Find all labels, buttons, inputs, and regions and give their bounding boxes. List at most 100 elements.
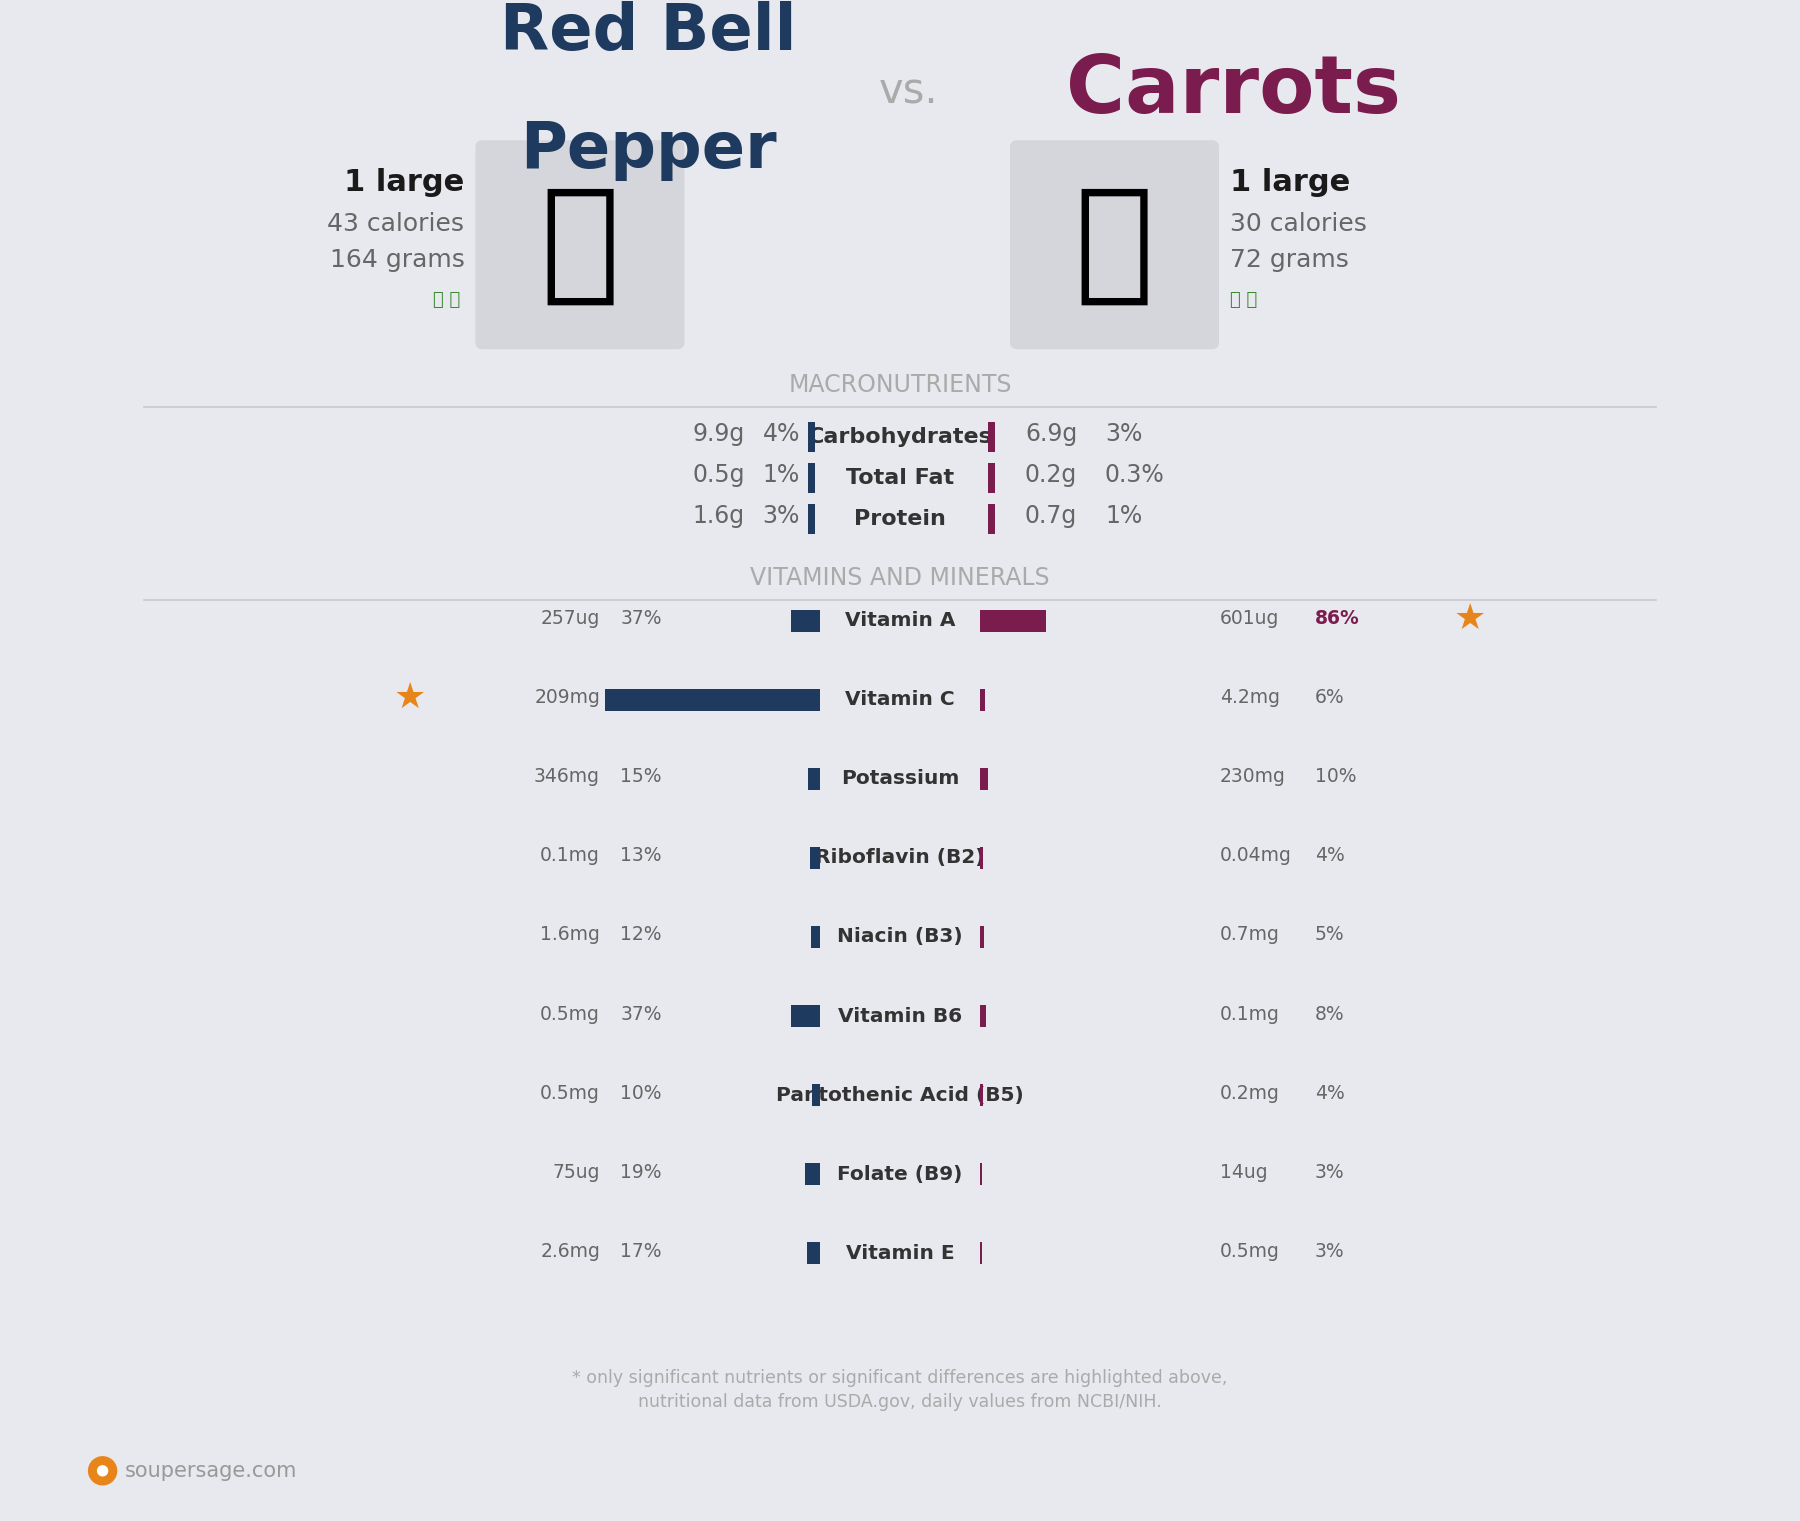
Text: 0.5g: 0.5g (693, 462, 745, 487)
Text: Protein: Protein (853, 508, 947, 529)
Bar (988, 462, 995, 493)
Text: 🥕: 🥕 (1075, 181, 1154, 309)
Text: Potassium: Potassium (841, 770, 959, 788)
Circle shape (97, 1466, 108, 1475)
Bar (979, 926, 985, 948)
Text: 🌱 🌱: 🌱 🌱 (1229, 292, 1256, 309)
Text: 1 large: 1 large (344, 167, 464, 196)
Text: Pepper: Pepper (520, 119, 776, 181)
Text: Vitamin E: Vitamin E (846, 1244, 954, 1262)
Text: 1%: 1% (1105, 503, 1143, 528)
Text: 19%: 19% (621, 1162, 662, 1182)
Bar (988, 421, 995, 452)
Text: 6%: 6% (1316, 687, 1345, 707)
Text: 30 calories: 30 calories (1229, 213, 1366, 236)
Text: 8%: 8% (1316, 1004, 1345, 1024)
Text: 4%: 4% (1316, 1083, 1345, 1103)
Text: 5%: 5% (1316, 925, 1345, 945)
Text: 0.2mg: 0.2mg (1220, 1083, 1280, 1103)
Text: 3%: 3% (1316, 1162, 1345, 1182)
Text: 43 calories: 43 calories (328, 213, 464, 236)
Text: 0.3%: 0.3% (1105, 462, 1165, 487)
Circle shape (88, 1457, 117, 1484)
Text: 1.6mg: 1.6mg (540, 925, 599, 945)
Text: 346mg: 346mg (535, 767, 599, 786)
Text: 10%: 10% (621, 1083, 662, 1103)
Bar (808, 462, 815, 493)
Text: 1 large: 1 large (1229, 167, 1350, 196)
FancyBboxPatch shape (1010, 140, 1219, 350)
Text: ★: ★ (394, 681, 427, 715)
Text: 0.2g: 0.2g (1024, 462, 1076, 487)
Bar (792, 610, 821, 631)
Text: 4.2mg: 4.2mg (1220, 687, 1280, 707)
Text: 17%: 17% (621, 1241, 662, 1261)
Text: 3%: 3% (1105, 421, 1143, 446)
Text: Carbohydrates: Carbohydrates (808, 426, 992, 447)
Text: 0.1mg: 0.1mg (540, 846, 599, 865)
Bar (979, 768, 988, 789)
Text: 🌱 🌱: 🌱 🌱 (434, 292, 461, 309)
Text: 72 grams: 72 grams (1229, 248, 1348, 272)
Text: 601ug: 601ug (1220, 608, 1280, 628)
Text: 164 grams: 164 grams (329, 248, 464, 272)
Text: 2.6mg: 2.6mg (540, 1241, 599, 1261)
Bar (810, 847, 821, 868)
Text: soupersage.com: soupersage.com (124, 1460, 297, 1481)
Text: 37%: 37% (621, 608, 662, 628)
Text: MACRONUTRIENTS: MACRONUTRIENTS (788, 373, 1012, 397)
Text: 0.04mg: 0.04mg (1220, 846, 1292, 865)
Text: Carrots: Carrots (1066, 52, 1400, 131)
Text: vs.: vs. (878, 70, 940, 113)
Bar (988, 503, 995, 534)
Text: Riboflavin (B2): Riboflavin (B2) (815, 849, 985, 867)
Bar (806, 1243, 821, 1264)
Text: 0.5mg: 0.5mg (1220, 1241, 1280, 1261)
Text: VITAMINS AND MINERALS: VITAMINS AND MINERALS (751, 566, 1049, 590)
Bar (979, 1164, 983, 1185)
Bar (979, 1005, 986, 1027)
Text: 4%: 4% (763, 421, 799, 446)
Text: 14ug: 14ug (1220, 1162, 1267, 1182)
Bar (979, 1243, 983, 1264)
Text: 13%: 13% (621, 846, 662, 865)
Bar (979, 610, 1046, 631)
Text: 4%: 4% (1316, 846, 1345, 865)
Bar (808, 503, 815, 534)
Text: 12%: 12% (621, 925, 662, 945)
Bar (979, 1084, 983, 1106)
Text: 209mg: 209mg (535, 687, 599, 707)
Text: Folate (B9): Folate (B9) (837, 1165, 963, 1183)
Text: 🫑: 🫑 (540, 181, 619, 309)
Text: Red Bell: Red Bell (500, 2, 796, 64)
Text: 257ug: 257ug (540, 608, 599, 628)
Text: Vitamin A: Vitamin A (844, 611, 956, 630)
Bar (808, 768, 821, 789)
Text: 10%: 10% (1316, 767, 1357, 786)
Text: 0.1mg: 0.1mg (1220, 1004, 1280, 1024)
Text: 86%: 86% (1316, 608, 1359, 628)
Bar (792, 1005, 821, 1027)
FancyBboxPatch shape (475, 140, 684, 350)
Text: Niacin (B3): Niacin (B3) (837, 928, 963, 946)
Text: 230mg: 230mg (1220, 767, 1285, 786)
Text: 279%: 279% (605, 687, 662, 707)
Text: 3%: 3% (1316, 1241, 1345, 1261)
Text: 0.7mg: 0.7mg (1220, 925, 1280, 945)
Bar (805, 1164, 821, 1185)
Text: ★: ★ (1454, 602, 1487, 636)
Text: 0.5mg: 0.5mg (540, 1083, 599, 1103)
Bar (812, 1084, 821, 1106)
Text: 9.9g: 9.9g (693, 421, 745, 446)
Text: Pantothenic Acid (B5): Pantothenic Acid (B5) (776, 1086, 1024, 1104)
Text: 1.6g: 1.6g (693, 503, 745, 528)
Text: * only significant nutrients or significant differences are highlighted above,: * only significant nutrients or signific… (572, 1369, 1228, 1387)
Text: Vitamin C: Vitamin C (846, 691, 954, 709)
Text: nutritional data from USDA.gov, daily values from NCBI/NIH.: nutritional data from USDA.gov, daily va… (639, 1393, 1161, 1410)
Text: 0.7g: 0.7g (1024, 503, 1076, 528)
Text: Total Fat: Total Fat (846, 467, 954, 488)
Bar (979, 689, 985, 710)
Text: 37%: 37% (621, 1004, 662, 1024)
Text: 15%: 15% (621, 767, 662, 786)
Text: Vitamin B6: Vitamin B6 (839, 1007, 961, 1025)
